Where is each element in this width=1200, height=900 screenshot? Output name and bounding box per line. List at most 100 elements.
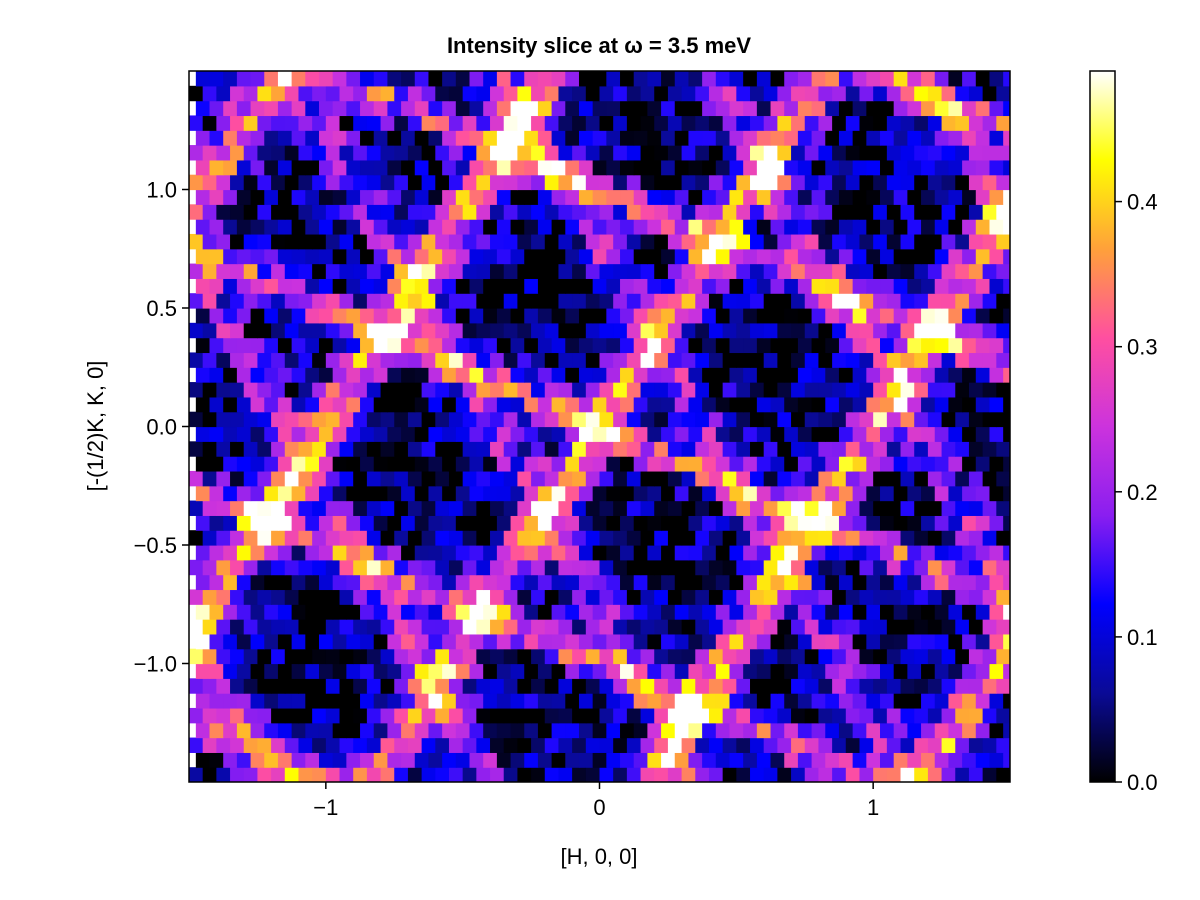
heatmap-cell — [243, 678, 259, 694]
heatmap-cell — [209, 100, 224, 117]
heatmap-cell — [428, 485, 443, 502]
heatmap-cell — [633, 278, 648, 294]
heatmap-cell — [743, 367, 758, 383]
heatmap-cell — [250, 337, 265, 354]
heatmap-cell — [284, 648, 300, 665]
heatmap-cell — [298, 352, 313, 368]
heatmap-cell — [968, 530, 984, 546]
heatmap-cell — [366, 263, 382, 279]
heatmap-cell — [202, 707, 217, 724]
heatmap-cell — [647, 159, 662, 176]
heatmap-cell — [729, 189, 744, 205]
heatmap-cell — [510, 722, 525, 739]
heatmap-cell — [298, 441, 313, 457]
heatmap-cell — [360, 515, 375, 531]
heatmap-cell — [230, 263, 245, 279]
heatmap-cell — [284, 352, 300, 368]
heatmap-cell — [955, 530, 970, 546]
heatmap-cell — [476, 678, 491, 694]
heatmap-cell — [551, 574, 566, 591]
heatmap-cell — [770, 722, 785, 739]
heatmap-cell — [948, 337, 963, 354]
heatmap-cell — [654, 470, 669, 487]
heatmap-cell — [250, 278, 265, 294]
heatmap-cell — [763, 648, 778, 665]
heatmap-cell — [236, 426, 252, 442]
heatmap-cell — [305, 545, 320, 561]
heatmap-cell — [791, 619, 806, 635]
heatmap-cell — [243, 767, 259, 782]
heatmap-cell — [770, 693, 785, 709]
heatmap-cell — [674, 308, 690, 324]
heatmap-cell — [503, 767, 518, 782]
heatmap-cell — [195, 367, 211, 383]
heatmap-cell — [811, 100, 826, 117]
heatmap-cell — [428, 219, 443, 235]
x-tick-label: 0 — [593, 795, 605, 820]
heatmap-cell — [462, 382, 477, 398]
heatmap-cell — [496, 337, 512, 354]
heatmap-cell — [859, 411, 874, 428]
heatmap-cell — [428, 515, 443, 531]
heatmap-cell — [407, 500, 423, 516]
heatmap-cell — [394, 470, 409, 487]
heatmap-cell — [715, 189, 731, 205]
heatmap-cell — [250, 367, 265, 383]
heatmap-cell — [271, 85, 286, 102]
heatmap-cell — [832, 204, 847, 220]
heatmap-cell — [462, 352, 477, 368]
heatmap-cell — [777, 619, 792, 635]
heatmap-cell — [360, 426, 375, 442]
heatmap-cell — [257, 352, 272, 368]
heatmap-cell — [674, 693, 690, 709]
heatmap-cell — [271, 559, 286, 576]
heatmap-cell — [756, 396, 772, 413]
heatmap-cell — [195, 485, 211, 502]
heatmap-cell — [750, 263, 765, 279]
heatmap-cell — [640, 619, 655, 635]
heatmap-cell — [921, 367, 936, 383]
heatmap-cell — [962, 722, 977, 739]
heatmap-cell — [346, 367, 361, 383]
heatmap-cell — [715, 130, 731, 146]
heatmap-cell — [921, 130, 936, 146]
heatmap-cell — [695, 441, 710, 457]
heatmap-cell — [318, 663, 334, 679]
heatmap-cell — [688, 633, 703, 650]
heatmap-cell — [818, 589, 833, 605]
heatmap-cell — [483, 574, 498, 591]
heatmap-cell — [407, 707, 423, 724]
heatmap-cell — [366, 204, 382, 220]
heatmap-cell — [695, 233, 710, 250]
heatmap-cell — [469, 485, 484, 502]
heatmap-cell — [784, 604, 799, 620]
heatmap-cell — [948, 278, 963, 294]
heatmap-cell — [373, 604, 389, 620]
heatmap-cell — [291, 278, 306, 294]
heatmap-cell — [1003, 633, 1010, 650]
heatmap-cell — [743, 515, 758, 531]
heatmap-cell — [797, 159, 813, 176]
heatmap-cell — [243, 174, 259, 191]
heatmap-cell — [722, 648, 737, 665]
heatmap-cell — [339, 85, 354, 102]
heatmap-cell — [325, 85, 341, 102]
heatmap-cell — [955, 707, 970, 724]
heatmap-cell — [941, 767, 956, 782]
heatmap-cell — [907, 367, 922, 383]
heatmap-cell — [736, 648, 751, 665]
heatmap-cell — [407, 85, 423, 102]
heatmap-cell — [900, 382, 915, 398]
heatmap-cell — [585, 174, 601, 191]
heatmap-cell — [907, 604, 922, 620]
heatmap-cell — [517, 322, 532, 339]
heatmap-cell — [428, 752, 443, 768]
heatmap-cell — [524, 426, 539, 442]
heatmap-cell — [524, 485, 539, 502]
heatmap-cell — [927, 737, 943, 753]
heatmap-cell — [907, 278, 922, 294]
heatmap-cell — [770, 633, 785, 650]
heatmap-cell — [216, 204, 231, 220]
heatmap-cell — [948, 248, 963, 265]
heatmap-cell — [277, 367, 293, 383]
